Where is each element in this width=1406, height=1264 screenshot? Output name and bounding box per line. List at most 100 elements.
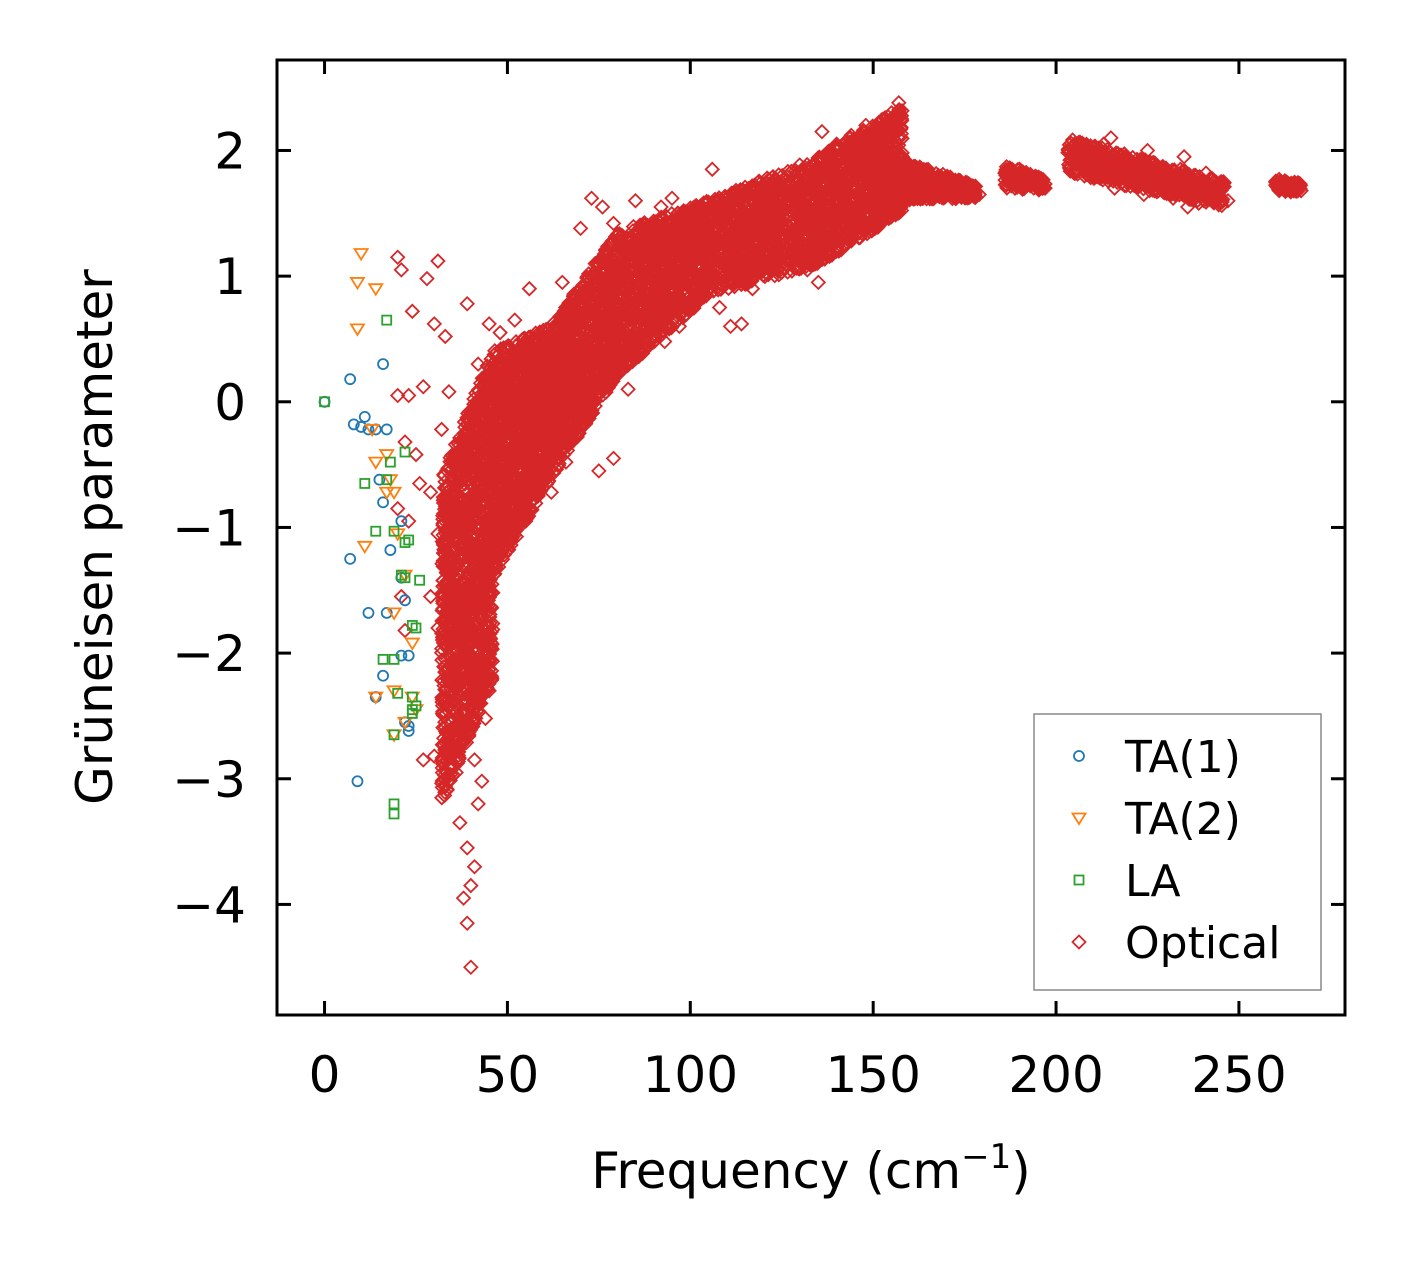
optical-point — [551, 421, 567, 438]
optical-point — [452, 607, 468, 623]
optical-point — [581, 400, 597, 416]
optical-point — [462, 474, 478, 491]
optical-point — [485, 621, 501, 638]
optical-point — [580, 409, 596, 426]
optical-point — [525, 339, 541, 356]
optical-point — [447, 696, 463, 713]
optical-point — [584, 291, 601, 307]
optical-point — [455, 430, 472, 446]
optical-point — [453, 732, 469, 749]
optical-point — [459, 529, 475, 546]
optical-point — [455, 519, 471, 535]
optical-point — [491, 460, 507, 477]
optical-point — [522, 384, 538, 400]
optical-point — [549, 329, 566, 346]
optical-point — [507, 347, 523, 364]
optical-point — [443, 447, 460, 464]
optical-point — [504, 486, 520, 503]
optical-point — [492, 417, 508, 433]
optical-point — [577, 406, 594, 422]
optical-point — [465, 629, 481, 646]
optical-point — [461, 537, 477, 553]
optical-dense-band — [433, 101, 1309, 806]
optical-point — [520, 381, 537, 397]
optical-point — [434, 764, 451, 781]
optical-point — [468, 540, 485, 557]
optical-point — [435, 586, 451, 602]
optical-point — [494, 523, 511, 540]
optical-point — [493, 457, 510, 473]
optical-point — [565, 292, 582, 308]
optical-point — [467, 594, 484, 611]
optical-point — [485, 434, 502, 451]
optical-point — [485, 391, 502, 407]
optical-point — [512, 364, 528, 380]
optical-point — [452, 662, 469, 679]
optical-point — [442, 696, 459, 712]
optical-point — [552, 433, 568, 449]
optical-point — [523, 502, 540, 519]
optical-point — [437, 664, 453, 680]
optical-point — [482, 615, 498, 632]
optical-point — [440, 750, 457, 767]
optical-point — [445, 521, 462, 537]
optical-point — [590, 345, 607, 362]
optical-point — [435, 527, 451, 543]
optical-point — [438, 574, 455, 591]
optical-point — [515, 448, 532, 464]
optical-point — [463, 408, 479, 425]
optical-point — [450, 628, 467, 644]
optical-point — [520, 415, 536, 432]
optical-point — [505, 510, 521, 527]
optical-point — [492, 374, 508, 391]
optical-point — [437, 632, 454, 648]
optical-point — [474, 466, 490, 483]
optical-point — [439, 499, 456, 515]
optical-point — [446, 477, 463, 494]
optical-point — [437, 744, 454, 761]
optical-point — [473, 684, 490, 700]
optical-point — [545, 364, 561, 380]
optical-point — [494, 477, 511, 494]
optical-point — [571, 281, 588, 297]
optical-point — [459, 677, 476, 693]
optical-point — [504, 472, 521, 489]
data-points — [318, 94, 1309, 976]
optical-point — [508, 528, 525, 545]
optical-point — [465, 498, 482, 514]
optical-point — [463, 460, 480, 477]
optical-point — [500, 413, 517, 430]
optical-point — [561, 428, 577, 444]
optical-point — [567, 405, 584, 422]
optical-point — [593, 286, 610, 303]
optical-point — [464, 718, 481, 735]
optical-point — [589, 362, 605, 378]
optical-point — [564, 405, 581, 421]
optical-point — [435, 587, 451, 604]
optical-point — [488, 348, 505, 364]
optical-point — [504, 530, 520, 546]
optical-point — [544, 465, 561, 481]
optical-point — [551, 322, 567, 338]
optical-point — [477, 577, 494, 594]
optical-point — [581, 385, 597, 402]
optical-point — [485, 403, 502, 420]
optical-point — [439, 480, 455, 496]
optical-point — [452, 687, 469, 704]
optical-point — [512, 443, 529, 459]
optical-point — [453, 712, 470, 728]
optical-point — [570, 379, 587, 396]
optical-point — [466, 700, 483, 716]
optical-point — [531, 483, 547, 500]
optical-point — [575, 286, 592, 303]
optical-point — [482, 631, 499, 647]
optical-point — [462, 516, 478, 533]
optical-point — [504, 386, 521, 403]
optical-point — [543, 378, 560, 395]
optical-point — [476, 600, 493, 617]
optical-point — [438, 763, 454, 780]
optical-point — [520, 346, 537, 362]
optical-point — [515, 330, 532, 347]
optical-point — [573, 340, 589, 356]
optical-point — [596, 336, 613, 353]
